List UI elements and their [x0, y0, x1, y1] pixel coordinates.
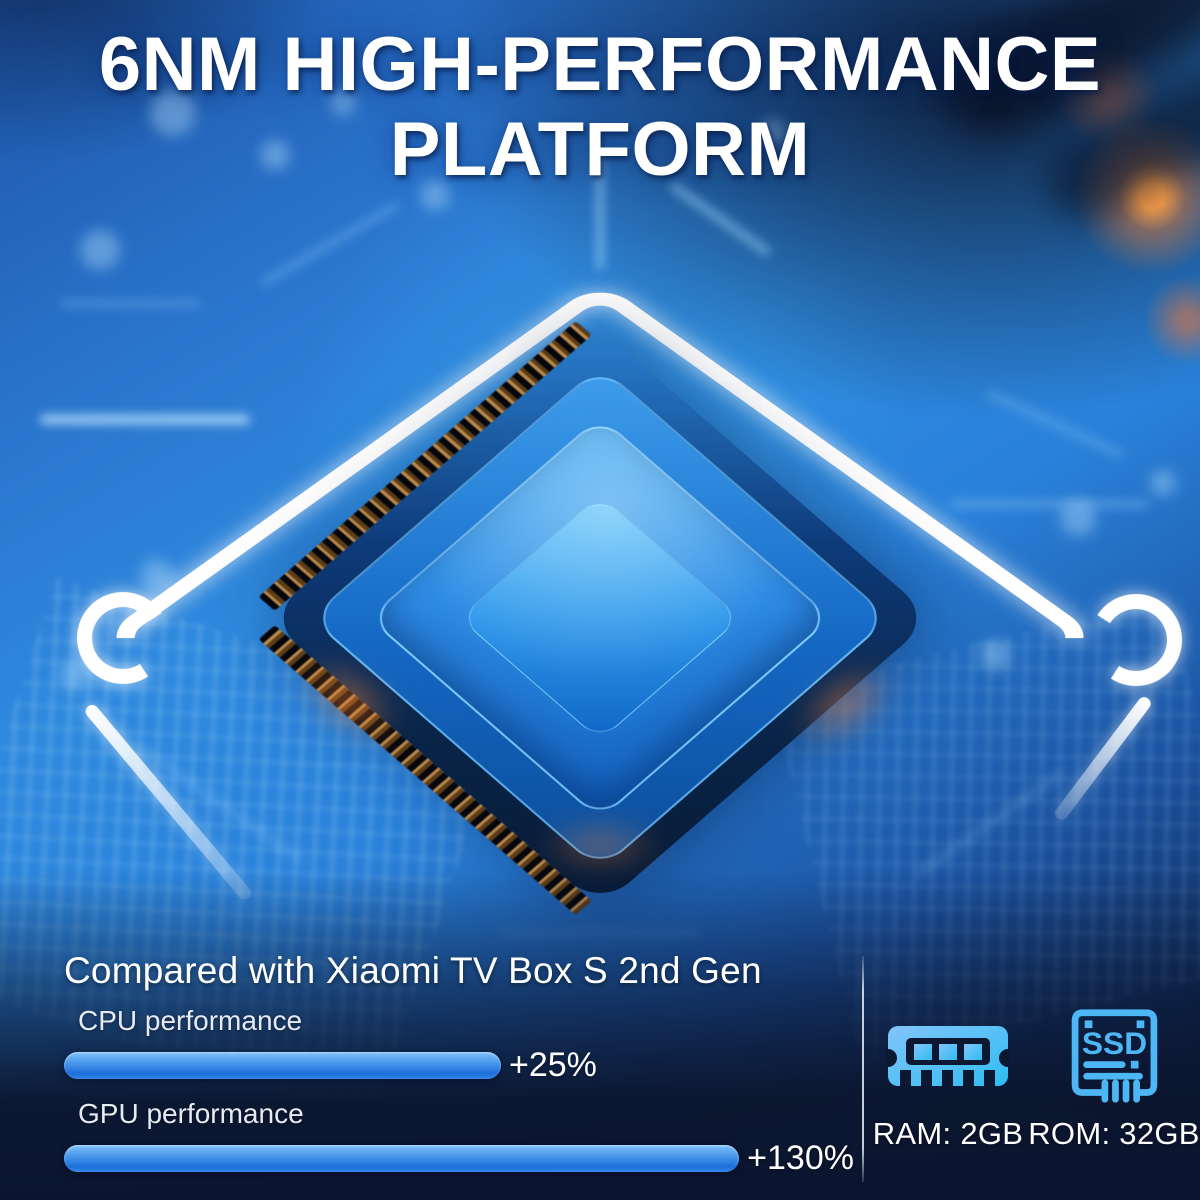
- bokeh-light: [60, 660, 90, 690]
- page-title: 6NM HIGH-PERFORMANCE PLATFORM: [0, 22, 1200, 192]
- ssd-icon-text: SSD: [1081, 1025, 1146, 1061]
- ssd-icon: SSD: [1071, 1009, 1157, 1103]
- circuit-trace: [950, 500, 1150, 508]
- gpu-bar-row: +130%: [64, 1139, 854, 1178]
- gpu-performance-bar: [64, 1145, 740, 1172]
- bokeh-light: [80, 230, 120, 270]
- bokeh-light: [260, 140, 290, 170]
- vertical-divider: [862, 956, 864, 1182]
- circuit-trace: [40, 415, 250, 424]
- cpu-bar-value: +25%: [509, 1046, 597, 1084]
- ram-icon: [886, 1026, 1010, 1087]
- bokeh-light: [330, 90, 356, 116]
- rom-label: ROM: 32GB: [1028, 1116, 1200, 1151]
- cpu-performance-bar: [64, 1052, 501, 1079]
- ram-label: RAM: 2GB: [872, 1116, 1024, 1151]
- bokeh-light: [150, 90, 196, 136]
- bokeh-light: [760, 120, 786, 146]
- title-line-1: 6NM HIGH-PERFORMANCE: [98, 22, 1102, 107]
- bokeh-light: [1060, 500, 1096, 536]
- bokeh-light: [420, 180, 450, 210]
- bokeh-light: [140, 560, 174, 594]
- circuit-trace: [596, 150, 604, 270]
- ram-spec: RAM: 2GB: [868, 1018, 1028, 1152]
- circuit-trace: [60, 300, 200, 307]
- bokeh-light: [1150, 470, 1176, 496]
- comparison-heading: Compared with Xiaomi TV Box S 2nd Gen: [64, 950, 762, 991]
- comparison-section: Compared with Xiaomi TV Box S 2nd Gen CP…: [64, 950, 854, 1178]
- cpu-bar-label: CPU performance: [78, 1005, 303, 1036]
- gpu-bar-value: +130%: [747, 1139, 854, 1177]
- cpu-bar-row: +25%: [64, 1046, 854, 1085]
- bokeh-light: [980, 640, 1010, 670]
- gpu-bar-label: GPU performance: [78, 1098, 304, 1129]
- rom-spec: SSD ROM: 32GB: [1028, 1006, 1199, 1152]
- copper-glow: [510, 812, 690, 878]
- title-line-2: PLATFORM: [389, 107, 811, 193]
